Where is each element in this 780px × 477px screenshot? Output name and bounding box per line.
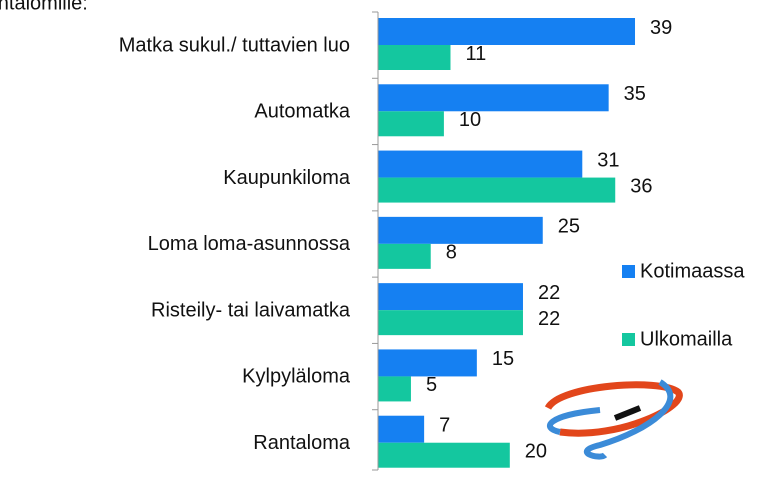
value-label: 20 xyxy=(525,440,547,462)
bar xyxy=(378,243,431,269)
chart-title: rantalomille: xyxy=(0,0,88,14)
legend-label: Kotimaassa xyxy=(640,260,745,282)
value-label: 22 xyxy=(538,282,560,304)
decorative-spiral xyxy=(544,379,683,460)
value-label: 39 xyxy=(650,17,672,39)
value-label: 11 xyxy=(465,43,486,65)
bar xyxy=(378,150,583,178)
legend-label: Ulkomailla xyxy=(640,328,733,350)
category-label: Loma loma-asunnossa xyxy=(148,233,351,255)
value-label: 10 xyxy=(459,109,481,131)
legend-swatch xyxy=(622,333,635,346)
bar xyxy=(378,349,477,377)
value-label: 15 xyxy=(492,348,514,370)
bar xyxy=(378,415,425,443)
value-label: 7 xyxy=(439,414,450,436)
value-label: 22 xyxy=(538,308,560,330)
category-label: Matka sukul./ tuttavien luo xyxy=(119,34,350,56)
bar xyxy=(378,18,636,45)
category-label: Rantaloma xyxy=(253,432,351,454)
legend-swatch xyxy=(622,265,635,278)
value-label: 8 xyxy=(446,242,457,264)
bar xyxy=(378,283,523,311)
bar xyxy=(378,84,609,112)
value-label: 36 xyxy=(630,175,652,197)
category-label: Kaupunkiloma xyxy=(223,167,351,189)
bar xyxy=(378,177,616,203)
value-label: 35 xyxy=(624,83,646,105)
category-label: Automatka xyxy=(254,101,350,123)
category-label: Kylpyläloma xyxy=(242,366,351,388)
bar xyxy=(378,111,444,137)
bar xyxy=(378,216,543,244)
value-label: 5 xyxy=(426,374,437,396)
bar xyxy=(378,376,411,402)
bar xyxy=(378,310,523,336)
value-label: 31 xyxy=(597,149,619,171)
bar xyxy=(378,45,451,70)
bar xyxy=(378,442,510,468)
category-label: Risteily- tai laivamatka xyxy=(151,299,351,321)
value-label: 25 xyxy=(558,216,580,238)
